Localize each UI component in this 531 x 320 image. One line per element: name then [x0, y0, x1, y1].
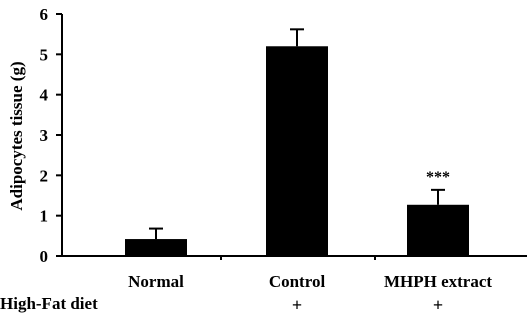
high-fat-diet-label: High-Fat diet [0, 294, 98, 313]
y-tick-label: 4 [40, 86, 49, 105]
bar-mhph-extract [407, 204, 469, 256]
high-fat-diet-value: + [433, 295, 443, 315]
x-tick-label: Control [269, 272, 326, 291]
high-fat-diet-value: + [292, 295, 302, 315]
x-tick-label: MHPH extract [384, 272, 492, 291]
y-tick-label: 0 [40, 247, 49, 266]
bar-normal [125, 239, 187, 256]
y-tick-label: 5 [40, 45, 49, 64]
significance-annotation: *** [426, 169, 450, 186]
bar-control [266, 46, 328, 257]
y-tick-label: 6 [40, 5, 49, 24]
y-tick-label: 1 [40, 207, 49, 226]
x-tick-label: Normal [128, 272, 184, 291]
y-axis-label: Adipocytes tissue (g) [7, 61, 26, 210]
y-tick-label: 3 [40, 126, 49, 145]
y-tick-label: 2 [40, 166, 49, 185]
